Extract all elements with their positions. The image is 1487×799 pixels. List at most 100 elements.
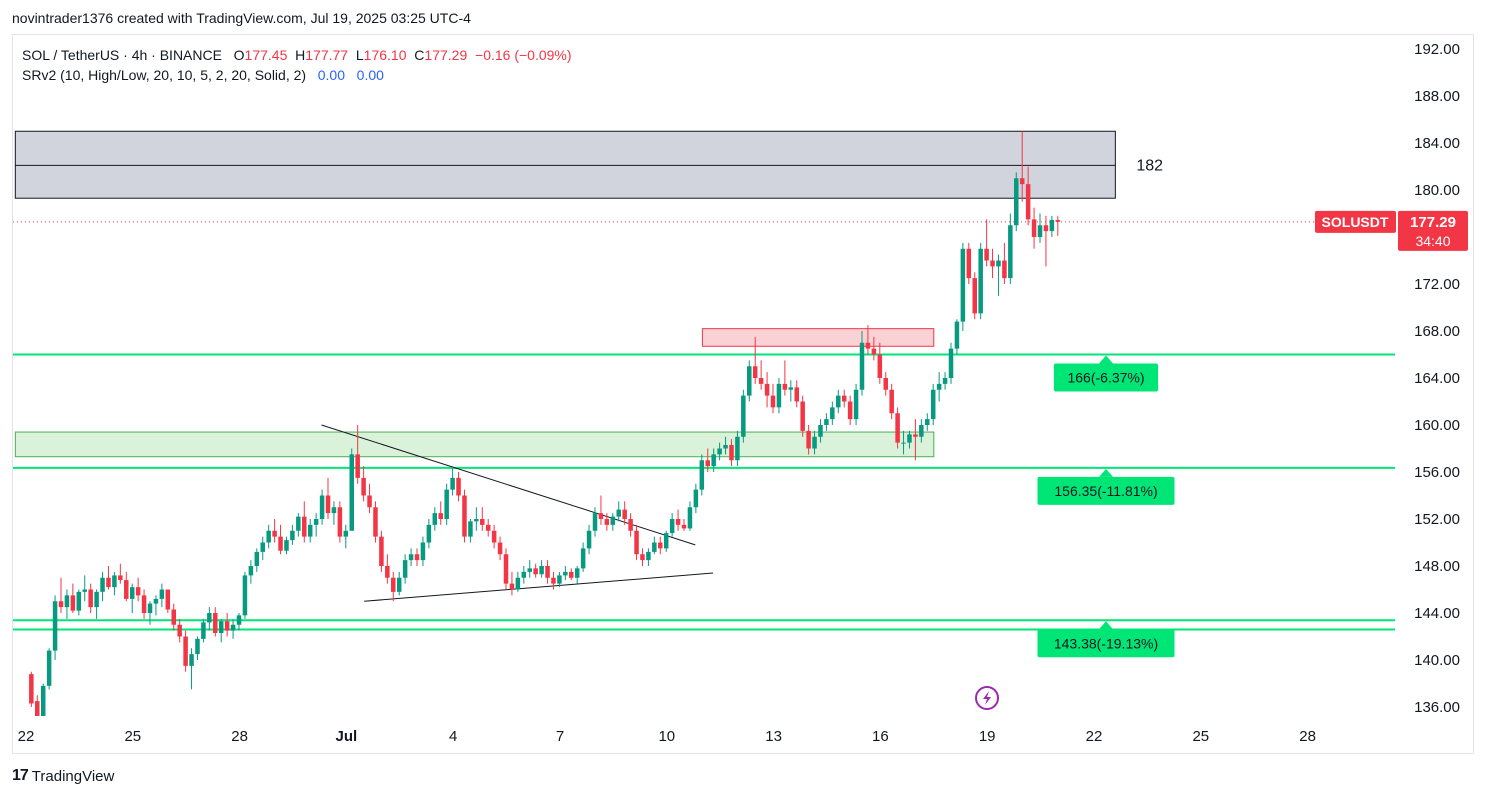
candle bbox=[658, 536, 663, 555]
candle-body bbox=[580, 548, 586, 569]
candle-body bbox=[527, 568, 532, 572]
candle-body bbox=[990, 260, 995, 267]
candle-body bbox=[432, 513, 438, 525]
candle bbox=[88, 583, 93, 613]
candle bbox=[402, 554, 408, 584]
candle bbox=[806, 425, 811, 455]
candle bbox=[954, 319, 960, 355]
candle bbox=[284, 536, 289, 555]
candle bbox=[1043, 215, 1049, 267]
trendlines-layer bbox=[321, 424, 714, 602]
candle bbox=[462, 489, 467, 543]
indicator-value-2: 0.00 bbox=[356, 67, 384, 83]
zone-green bbox=[14, 431, 935, 458]
candle bbox=[907, 430, 912, 449]
candle-body bbox=[456, 477, 461, 496]
candle bbox=[189, 648, 194, 690]
candle bbox=[776, 378, 782, 414]
candle-body bbox=[984, 248, 989, 261]
candle bbox=[29, 671, 34, 707]
price-tick-label: 152.00 bbox=[1414, 511, 1460, 528]
indicator-value-1: 0.00 bbox=[317, 67, 345, 83]
candle-body bbox=[118, 575, 123, 581]
candle-body bbox=[165, 589, 171, 610]
candle bbox=[687, 501, 693, 531]
candle-body bbox=[64, 595, 70, 608]
candle bbox=[646, 548, 651, 566]
candle-body bbox=[224, 621, 230, 631]
candle-body bbox=[1019, 178, 1025, 185]
candle-body bbox=[794, 387, 799, 402]
candle bbox=[699, 454, 705, 496]
candle-body bbox=[1014, 178, 1019, 226]
time-tick-label: 25 bbox=[1192, 728, 1209, 745]
lightning-icon[interactable] bbox=[975, 686, 999, 710]
candle bbox=[153, 595, 159, 616]
candle bbox=[254, 548, 260, 572]
candle bbox=[444, 483, 449, 525]
candle-body bbox=[699, 460, 705, 490]
candle bbox=[408, 548, 414, 566]
candle bbox=[248, 560, 254, 584]
price-axis[interactable]: 136.00 140.00 144.00 148.00 152.00 156.00 160.… bbox=[1414, 41, 1460, 716]
candle-body bbox=[960, 248, 966, 322]
candle-body bbox=[705, 460, 710, 467]
candle-body bbox=[124, 580, 129, 599]
candle-body bbox=[966, 248, 972, 279]
zone-red bbox=[701, 328, 935, 347]
candle bbox=[1055, 216, 1061, 236]
candle bbox=[355, 425, 360, 484]
candle bbox=[948, 342, 954, 384]
candle bbox=[40, 683, 46, 716]
candle-body bbox=[284, 540, 289, 551]
change-value: −0.16 (−0.09%) bbox=[475, 47, 572, 63]
candle bbox=[877, 342, 883, 384]
candle bbox=[1008, 213, 1013, 284]
candle-body bbox=[663, 533, 669, 549]
candle bbox=[207, 607, 212, 631]
price-tick-label: 140.00 bbox=[1414, 652, 1460, 669]
candle bbox=[812, 430, 817, 455]
candle bbox=[580, 542, 586, 572]
candle bbox=[373, 501, 378, 543]
candle bbox=[966, 242, 972, 284]
candle bbox=[871, 336, 877, 361]
candle-body bbox=[830, 407, 835, 420]
candle bbox=[622, 501, 627, 525]
candle-body bbox=[669, 519, 675, 534]
candle bbox=[319, 489, 325, 525]
candle-body bbox=[230, 624, 236, 631]
tradingview-logo[interactable]: 17 TradingView bbox=[12, 767, 114, 785]
candle-body bbox=[272, 530, 277, 537]
candle bbox=[735, 430, 740, 467]
candle bbox=[919, 419, 924, 443]
time-tick-label: 19 bbox=[979, 728, 996, 745]
time-tick-label: 22 bbox=[18, 728, 35, 745]
price-tick-label: 168.00 bbox=[1414, 323, 1460, 340]
candle bbox=[266, 524, 271, 549]
price-tick-label: 164.00 bbox=[1414, 370, 1460, 387]
candle-body bbox=[616, 509, 621, 517]
candle bbox=[693, 483, 699, 514]
candle-body bbox=[901, 442, 906, 444]
candle-body bbox=[70, 595, 76, 611]
time-axis[interactable]: 22 25 28 Jul 4 7 10 13 16 19 22 25 28 bbox=[18, 728, 1316, 745]
candle bbox=[717, 442, 722, 461]
candle-body bbox=[634, 530, 639, 555]
candle bbox=[711, 448, 716, 472]
candle-body bbox=[254, 551, 260, 566]
candle-body bbox=[355, 454, 360, 478]
symbol-title[interactable]: SOL / TetherUS · 4h · BINANCE bbox=[22, 47, 222, 63]
candle bbox=[764, 372, 770, 408]
candle bbox=[978, 242, 983, 320]
candle-body bbox=[729, 444, 734, 461]
candle bbox=[177, 618, 182, 643]
indicator-title[interactable]: SRv2 (10, High/Low, 20, 10, 5, 2, 20, So… bbox=[22, 67, 307, 83]
candle-body bbox=[610, 516, 616, 525]
candle bbox=[260, 536, 265, 561]
candle bbox=[159, 583, 165, 608]
candle-body bbox=[302, 516, 307, 537]
candle-body bbox=[444, 489, 449, 519]
candle bbox=[58, 577, 64, 613]
